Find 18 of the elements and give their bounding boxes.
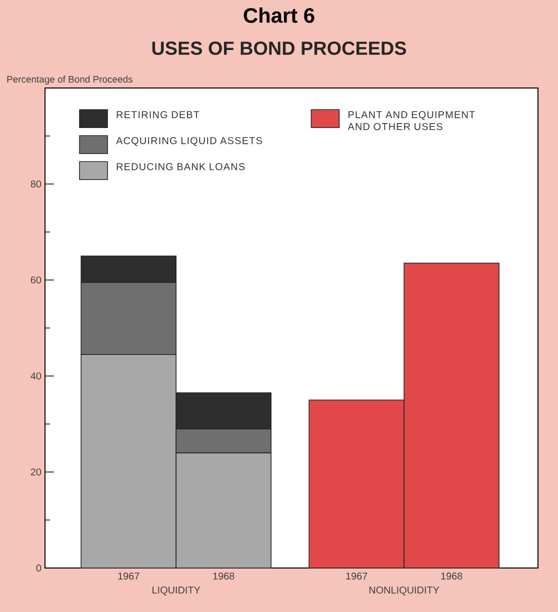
y-tick-label: 80	[30, 180, 42, 188]
legend-label: ACQUIRING LIQUID ASSETS	[116, 137, 262, 146]
x-tick-label: 1968	[213, 572, 234, 580]
y-tick-label: 60	[30, 276, 42, 284]
chart-subtitle: USES OF BOND PROCEEDS	[152, 42, 406, 55]
y-tick-label: 40	[30, 372, 42, 380]
x-tick-label: 1967	[346, 572, 368, 580]
y-axis-title: Percentage of Bond Proceeds	[7, 76, 132, 84]
x-tick-label: 1967	[118, 572, 140, 580]
legend-label: PLANT AND EQUIPMENT AND OTHER USES	[348, 111, 475, 130]
text: NONLIQUIDITY	[369, 586, 440, 596]
chart-title: Chart 6	[244, 8, 314, 23]
legend-label: RETIRING DEBT	[116, 111, 200, 118]
y-tick-label: 20	[30, 468, 42, 476]
legend-label: REDUCING BANK LOANS	[116, 163, 245, 170]
y-tick-label: 0	[36, 564, 42, 572]
text: LIQUIDITY	[152, 586, 200, 596]
x-tick-label: 1968	[441, 572, 462, 580]
